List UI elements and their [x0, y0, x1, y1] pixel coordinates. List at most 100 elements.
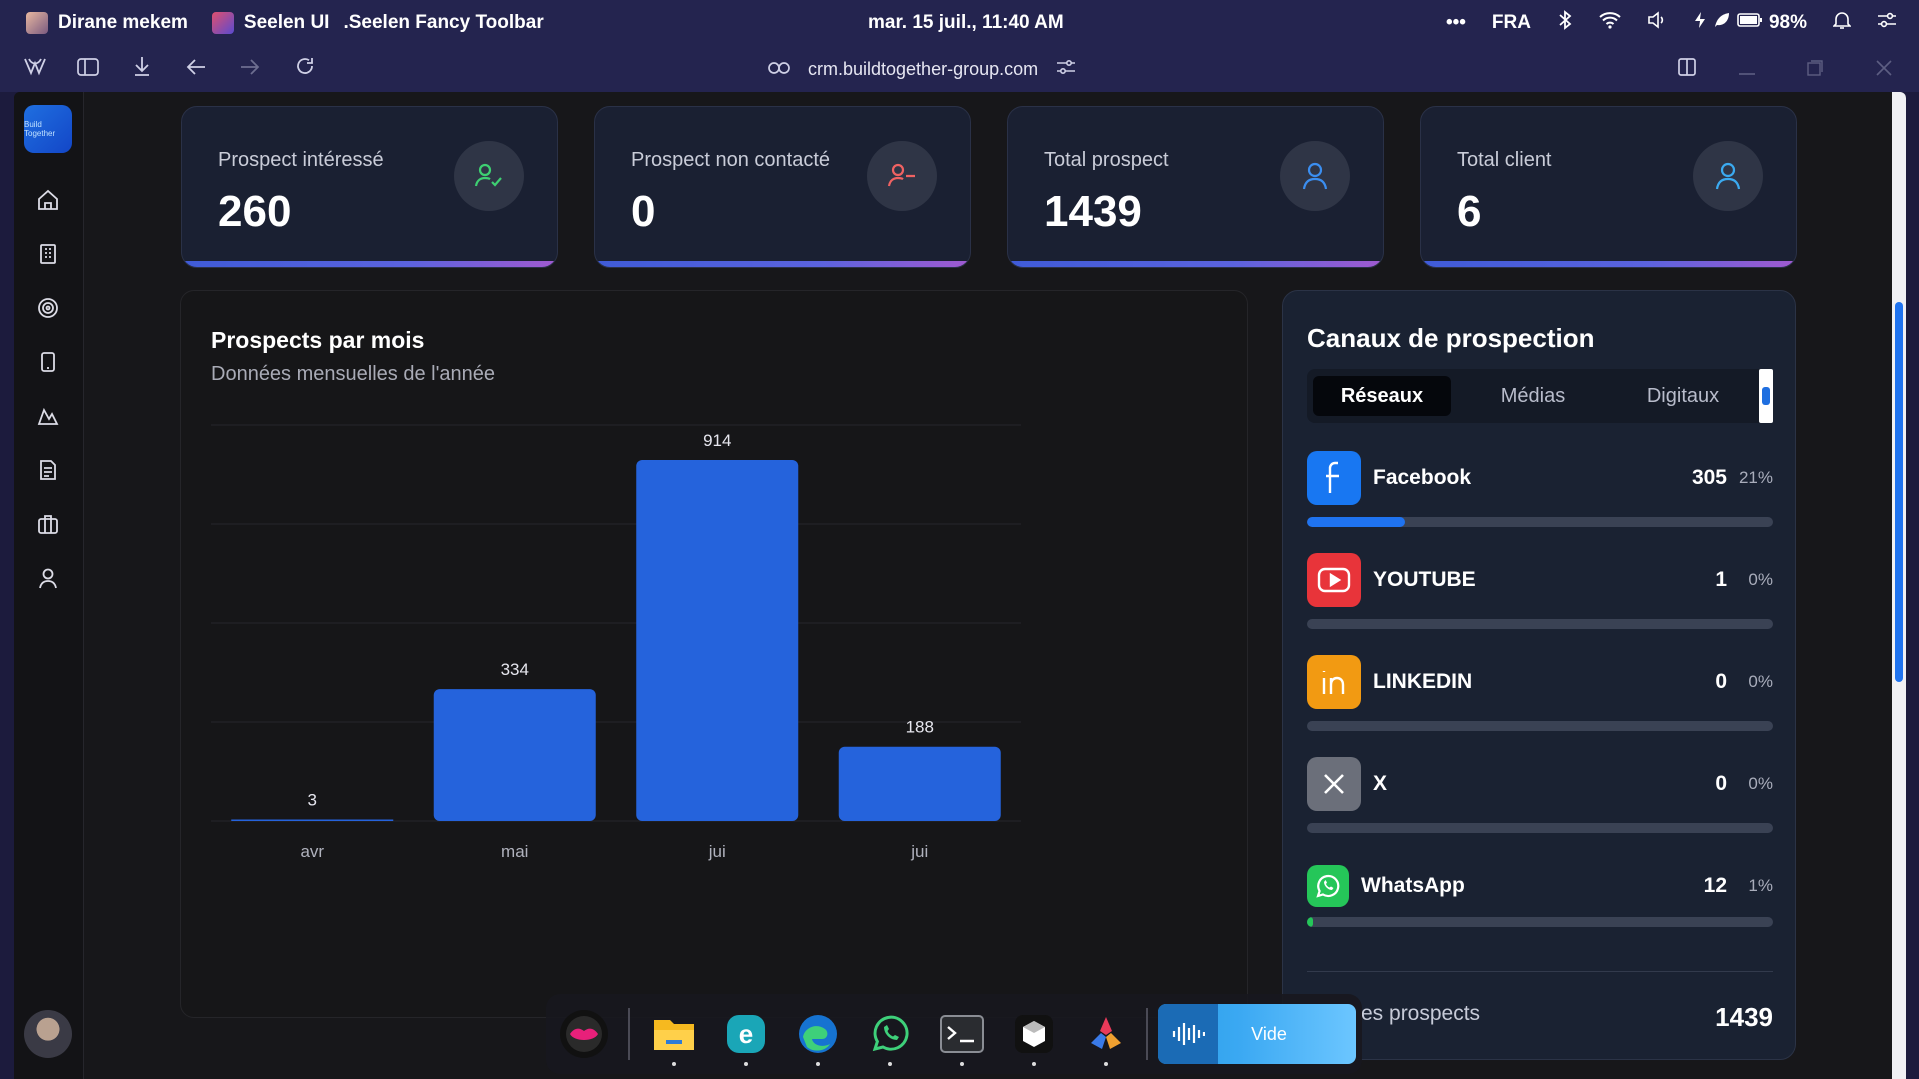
sidebar-item-targets[interactable]: [34, 296, 62, 324]
chart-bar[interactable]: [838, 746, 1001, 821]
chart-bar[interactable]: [433, 689, 596, 821]
tabs-scroll-thumb[interactable]: [1762, 387, 1770, 405]
channel-x: X 0 0%: [1307, 757, 1773, 837]
media-player-widget[interactable]: Vide: [1158, 1004, 1356, 1064]
sidebar-item-home[interactable]: [34, 188, 62, 216]
stat-value: 6: [1457, 187, 1482, 236]
reload-icon[interactable]: [291, 56, 319, 82]
profile-avatar[interactable]: [24, 1010, 72, 1058]
crm-page: Build Together Prospect intéressé 26: [14, 92, 1906, 1079]
channel-tabs: Réseaux Médias Digitaux: [1307, 369, 1773, 423]
page-scroll-thumb[interactable]: [1895, 302, 1903, 682]
split-view-icon[interactable]: [1673, 56, 1701, 82]
forward-icon[interactable]: [236, 56, 264, 82]
minimize-icon[interactable]: [1733, 56, 1761, 82]
sidebar-item-users[interactable]: [34, 566, 62, 594]
fancy-toolbar-item[interactable]: .Seelen Fancy Toolbar: [343, 12, 543, 34]
card-accent-bar: [595, 261, 970, 267]
lips-app-icon[interactable]: [560, 1010, 608, 1058]
user-icon: [1280, 141, 1350, 211]
tab-medias[interactable]: Médias: [1500, 384, 1566, 407]
media-title: Vide: [1251, 1023, 1287, 1044]
terminal-icon[interactable]: [938, 1010, 986, 1058]
browser-logo-icon[interactable]: [21, 55, 49, 83]
channel-progress-fill: [1307, 917, 1313, 927]
more-icon[interactable]: •••: [1445, 12, 1466, 33]
total-prospects-row: es prospects 1439: [1307, 971, 1773, 1032]
tabs-scrollbar[interactable]: [1759, 369, 1773, 423]
leaf-icon: [1713, 11, 1731, 35]
seelen-icon: [211, 12, 234, 34]
file-explorer-icon[interactable]: [650, 1010, 698, 1058]
channel-progress: [1307, 721, 1773, 731]
chart-bar[interactable]: [636, 459, 799, 821]
seelen-label: Seelen UI: [243, 12, 330, 33]
card-accent-bar: [1008, 261, 1383, 267]
whatsapp-icon[interactable]: [866, 1010, 914, 1058]
tab-reseaux[interactable]: Réseaux: [1313, 376, 1451, 416]
wifi-icon[interactable]: [1599, 11, 1621, 35]
settings-sliders-icon[interactable]: [1877, 11, 1897, 35]
address-bar[interactable]: crm.buildtogether-group.com: [768, 59, 1076, 80]
battery-indicator[interactable]: 98%: [1693, 11, 1807, 35]
x-icon: [1307, 757, 1361, 811]
channel-name: LINKEDIN: [1373, 670, 1473, 693]
volume-icon[interactable]: [1647, 11, 1667, 35]
bluetooth-icon[interactable]: [1557, 10, 1573, 36]
channel-name: Facebook: [1373, 466, 1472, 489]
dock-separator: [628, 1008, 630, 1060]
channels-title: Canaux de prospection: [1307, 323, 1595, 353]
os-top-bar: Dirane mekem Seelen UI .Seelen Fancy Too…: [0, 0, 1919, 46]
edge-beta-icon[interactable]: e: [722, 1010, 770, 1058]
target-icon: [37, 297, 59, 324]
multicolor-app-icon[interactable]: [1082, 1010, 1130, 1058]
channel-name: X: [1373, 772, 1388, 795]
sidebar-item-projects[interactable]: [34, 512, 62, 540]
sidebar-item-companies[interactable]: [34, 242, 62, 270]
company-logo[interactable]: Build Together: [24, 105, 72, 153]
monthly-prospects-panel: Prospects par mois Données mensuelles de…: [180, 290, 1248, 1018]
battery-percent: 98%: [1768, 12, 1807, 33]
user-menu[interactable]: Dirane mekem: [26, 12, 188, 34]
channel-count: 12: [1703, 874, 1727, 897]
sidebar-item-mobile[interactable]: [34, 350, 62, 378]
total-label: es prospects: [1361, 1002, 1481, 1025]
channel-progress: [1307, 917, 1773, 927]
sidebar-toggle-icon[interactable]: [74, 56, 102, 82]
running-indicator: [888, 1062, 892, 1066]
stat-card-total-client: Total client 6: [1420, 106, 1797, 268]
channel-count: 0: [1715, 772, 1727, 795]
stat-card-total-prospect: Total prospect 1439: [1007, 106, 1384, 268]
chart-category-label: jui: [708, 842, 726, 861]
maximize-icon[interactable]: [1801, 56, 1829, 82]
channel-progress: [1307, 517, 1773, 527]
browser-toolbar: crm.buildtogether-group.com: [0, 46, 1919, 92]
bell-icon[interactable]: [1832, 10, 1852, 36]
language-indicator[interactable]: FRA: [1491, 12, 1531, 33]
running-indicator: [672, 1062, 676, 1066]
dock-separator: [1146, 1008, 1148, 1060]
user-icon: [1693, 141, 1763, 211]
sidebar-item-stats[interactable]: [34, 404, 62, 432]
user-icon: [37, 567, 59, 594]
tab-digitaux[interactable]: Digitaux: [1646, 384, 1720, 407]
running-indicator: [1032, 1062, 1036, 1066]
back-icon[interactable]: [182, 56, 210, 82]
channel-youtube: YOUTUBE 1 0%: [1307, 553, 1773, 633]
page-scrollbar[interactable]: [1892, 92, 1906, 1079]
link-icon: [768, 59, 790, 80]
chart-bar[interactable]: [231, 819, 394, 822]
edge-icon[interactable]: [794, 1010, 842, 1058]
seelen-ui-item[interactable]: Seelen UI: [211, 12, 330, 34]
download-icon[interactable]: [128, 56, 156, 82]
box-app-icon[interactable]: [1010, 1010, 1058, 1058]
site-settings-icon[interactable]: [1056, 59, 1076, 80]
channel-percent: 0%: [1748, 672, 1773, 691]
fancy-toolbar-label: .Seelen Fancy Toolbar: [343, 12, 544, 33]
chart-icon: [37, 405, 59, 432]
sidebar-item-documents[interactable]: [34, 458, 62, 486]
sound-wave-icon: [1158, 1004, 1218, 1064]
close-icon[interactable]: [1870, 56, 1898, 82]
datetime[interactable]: mar. 15 juil., 11:40 AM: [868, 12, 1064, 33]
stat-value: 260: [218, 187, 292, 236]
